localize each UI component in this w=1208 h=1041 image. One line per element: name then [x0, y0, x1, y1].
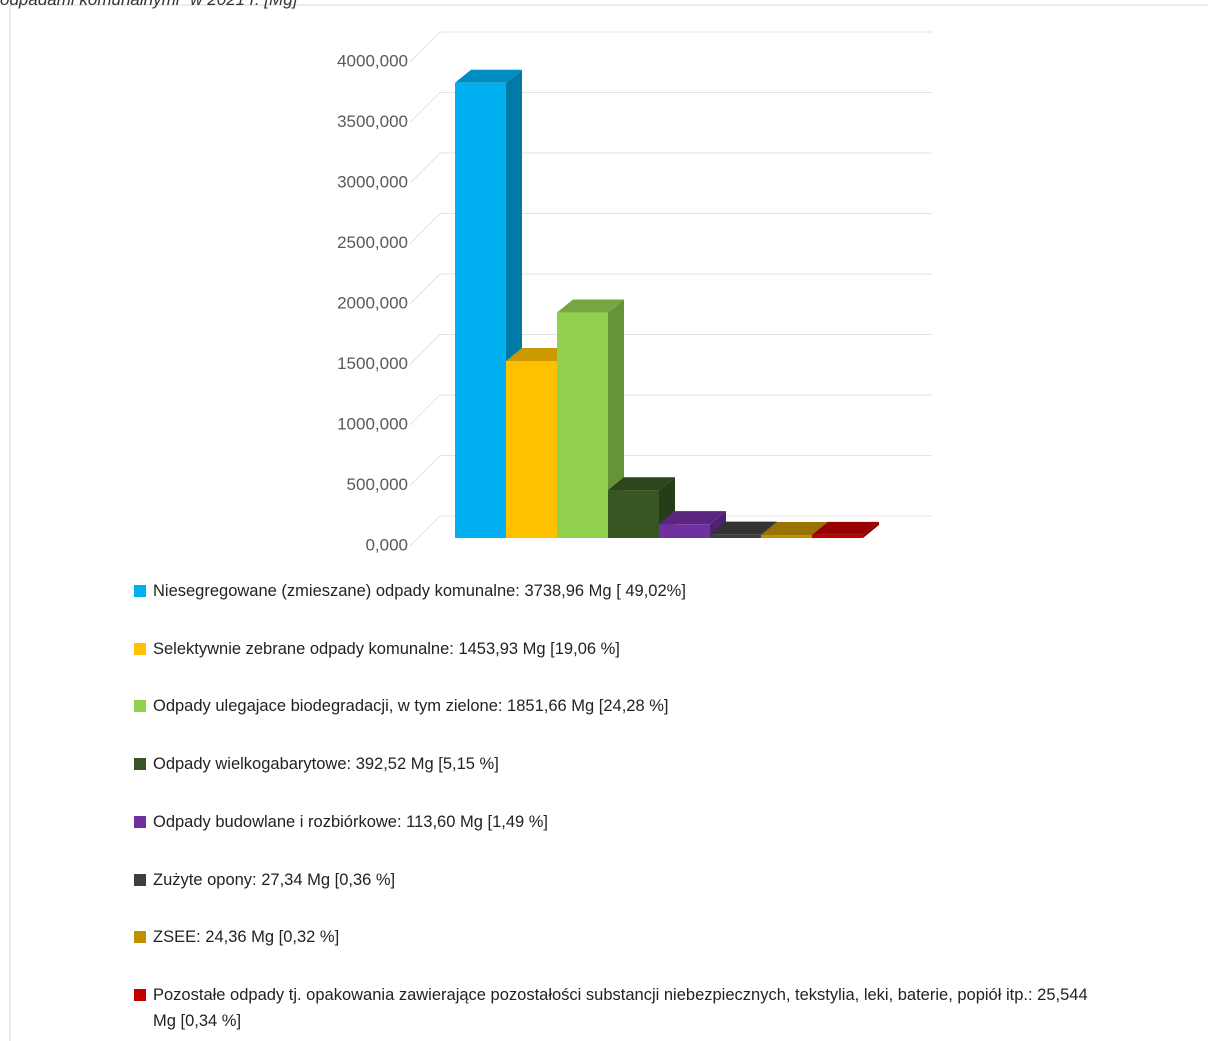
bar-side [863, 521, 879, 538]
legend-swatch [134, 815, 146, 828]
bar [761, 535, 812, 538]
bar-top [761, 522, 828, 536]
bar-top [710, 521, 777, 535]
bar-side [608, 299, 624, 538]
grid-line [409, 152, 932, 184]
legend-label: Odpady ulegajace biodegradacji, w tym zi… [153, 697, 669, 716]
bar [812, 534, 863, 538]
grid-line [409, 92, 932, 123]
legend-swatch [134, 873, 146, 886]
grid-line [409, 31, 932, 63]
grid-line [409, 334, 932, 365]
legend-item: Odpady budowlane i rozbiórkowe: 113,60 M… [134, 809, 1094, 835]
legend-item: ZSEE: 24,36 Mg [0,32 %] [134, 924, 1094, 950]
legend-label: Niesegregowane (zmieszane) odpady komuna… [153, 582, 686, 600]
bar-top [812, 521, 879, 535]
grid-line [409, 394, 932, 426]
bar [455, 82, 506, 538]
bar [506, 360, 557, 538]
y-tick-label: 500,000 [347, 475, 408, 494]
legend-item: Odpady wielkogabarytowe: 392,52 Mg [5,15… [134, 751, 1094, 777]
bar-top [506, 347, 573, 361]
legend-swatch [134, 642, 146, 655]
legend-item: Odpady ulegajace biodegradacji, w tym zi… [134, 693, 1094, 719]
y-tick-label: 3500,000 [337, 112, 408, 131]
bar-side [710, 511, 726, 538]
bar [608, 490, 659, 538]
legend-item: Zużyte opony: 27,34 Mg [0,36 %] [134, 867, 1094, 893]
legend-swatch [134, 700, 146, 713]
legend-item: Niesegregowane (zmieszane) odpady komuna… [134, 578, 1094, 604]
bar-top [659, 511, 726, 525]
legend-label: Odpady budowlane i rozbiórkowe: 113,60 M… [153, 812, 549, 831]
legend-item: Selektywnie zebrane odpady komunalne: 14… [134, 636, 1094, 662]
chart-title: odpadami komunalnymi" w 2021 r. [Mg] [0, 0, 297, 10]
y-tick-label: 1500,000 [337, 354, 408, 373]
legend-label: Selektywnie zebrane odpady komunalne: 14… [153, 639, 620, 658]
grid-line [409, 273, 932, 305]
legend-swatch [134, 931, 146, 944]
legend-label: Odpady wielkogabarytowe: 392,52 Mg [5,15… [153, 755, 499, 774]
legend-label: ZSEE: 24,36 Mg [0,32 %] [153, 928, 340, 947]
legend-label: Pozostałe odpady tj. opakowania zawieraj… [153, 985, 1088, 1030]
legend-swatch [134, 758, 146, 771]
y-tick-label: 4000,000 [337, 51, 408, 70]
bar-top [608, 477, 675, 491]
bar [710, 534, 761, 538]
bar [557, 312, 608, 538]
grid-line [409, 213, 932, 244]
legend-swatch [134, 988, 146, 1001]
legend-swatch [134, 585, 146, 597]
bar-top [455, 69, 522, 83]
y-tick-label: 2000,000 [337, 293, 408, 312]
y-tick-label: 0,000 [365, 535, 408, 554]
legend-item: Pozostałe odpady tj. opakowania zawieraj… [134, 982, 1094, 1034]
y-tick-label: 1000,000 [337, 414, 408, 433]
y-tick-label: 3000,000 [337, 172, 408, 191]
bar-top [557, 299, 624, 313]
grid-line [409, 515, 932, 547]
bar [659, 524, 710, 538]
y-tick-label: 2500,000 [337, 233, 408, 252]
grid-line [409, 455, 932, 486]
legend-label: Zużyte opony: 27,34 Mg [0,36 %] [153, 870, 396, 889]
